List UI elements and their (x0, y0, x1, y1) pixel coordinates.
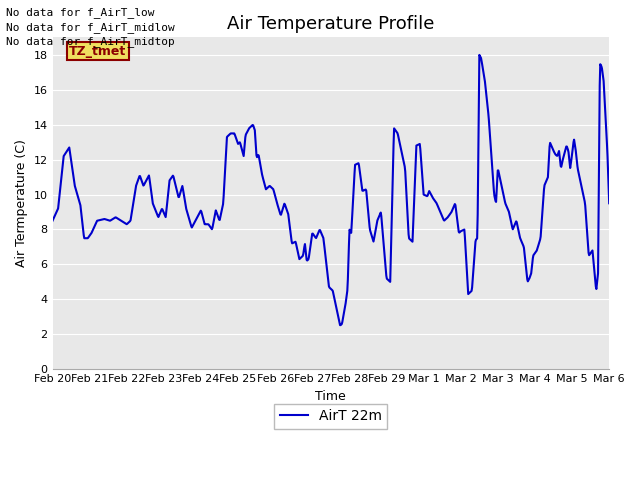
AirT 22m (106, 217, 113, 223)
AirT 22m (431, 199, 439, 204)
Line: AirT 22m: AirT 22m (52, 55, 609, 325)
X-axis label: Time: Time (316, 390, 346, 403)
AirT 22m (336, 322, 344, 328)
Title: Air Temperature Profile: Air Temperature Profile (227, 15, 435, 33)
AirT 22m (494, 168, 502, 173)
Text: No data for f_AirT_midlow: No data for f_AirT_midlow (6, 22, 175, 33)
AirT 22m (274, 203, 282, 208)
AirT 22m (605, 200, 613, 206)
Legend: AirT 22m: AirT 22m (275, 404, 387, 429)
Text: No data for f_AirT_low: No data for f_AirT_low (6, 7, 155, 18)
Text: No data for f_AirT_midtop: No data for f_AirT_midtop (6, 36, 175, 47)
Text: TZ_tmet: TZ_tmet (69, 45, 127, 58)
AirT 22m (294, 249, 301, 254)
Y-axis label: Air Termperature (C): Air Termperature (C) (15, 139, 28, 267)
AirT 22m (49, 218, 56, 224)
AirT 22m (476, 52, 483, 58)
AirT 22m (484, 105, 492, 111)
